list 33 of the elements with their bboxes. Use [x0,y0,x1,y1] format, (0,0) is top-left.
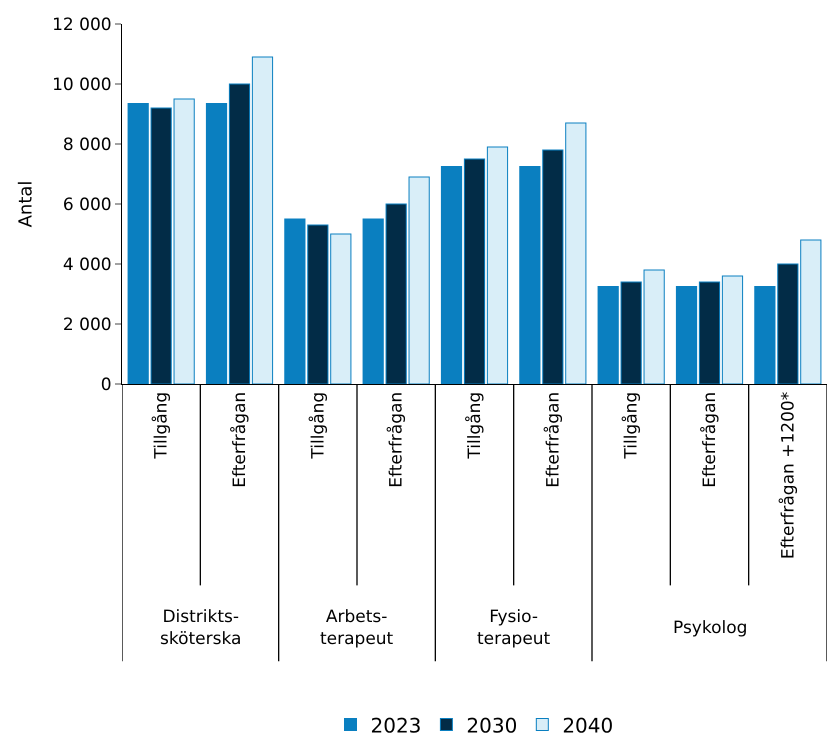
legend-label: 2040 [562,713,614,738]
x-tick-label: Efterfrågan [386,392,407,488]
bar [486,146,508,384]
x-tick-label: Efterfrågan +1200* [778,392,798,560]
bar [252,56,274,384]
legend-label: 2023 [370,713,422,738]
y-tick-label: 6 000 [62,194,112,215]
y-tick-label: 0 [100,374,112,395]
bar [676,286,698,384]
x-tick-label: Tillgång [622,392,642,460]
y-axis-title: Antal [15,180,36,228]
y-tick-label: 8 000 [62,134,112,155]
y-tick-label: 2 000 [62,314,112,335]
bar [464,158,486,384]
text: Arbets- terapeut [320,607,394,650]
y-tick-label: 4 000 [62,254,112,275]
x-tick-label: Tillgång [152,392,172,460]
bar [440,166,462,384]
x-tick-label: Efterfrågan [700,392,720,488]
text: Distrikts- sköterska [160,607,242,650]
y-tick-label: 12 000 [52,14,112,35]
x-tick-label: Efterfrågan [230,392,250,488]
text: Fysio- terapeut [477,607,551,650]
y-tick-label: 10 000 [52,74,112,95]
bar [698,282,720,384]
x-tick-label: Tillgång [308,392,328,460]
x-tick-label: Tillgång [465,392,486,460]
bar [722,276,744,384]
legend-label: 2030 [466,713,518,738]
bar [228,84,250,384]
bar [206,103,228,384]
x-tick-label: Efterfrågan [543,392,564,488]
text: Psykolog [673,618,748,638]
